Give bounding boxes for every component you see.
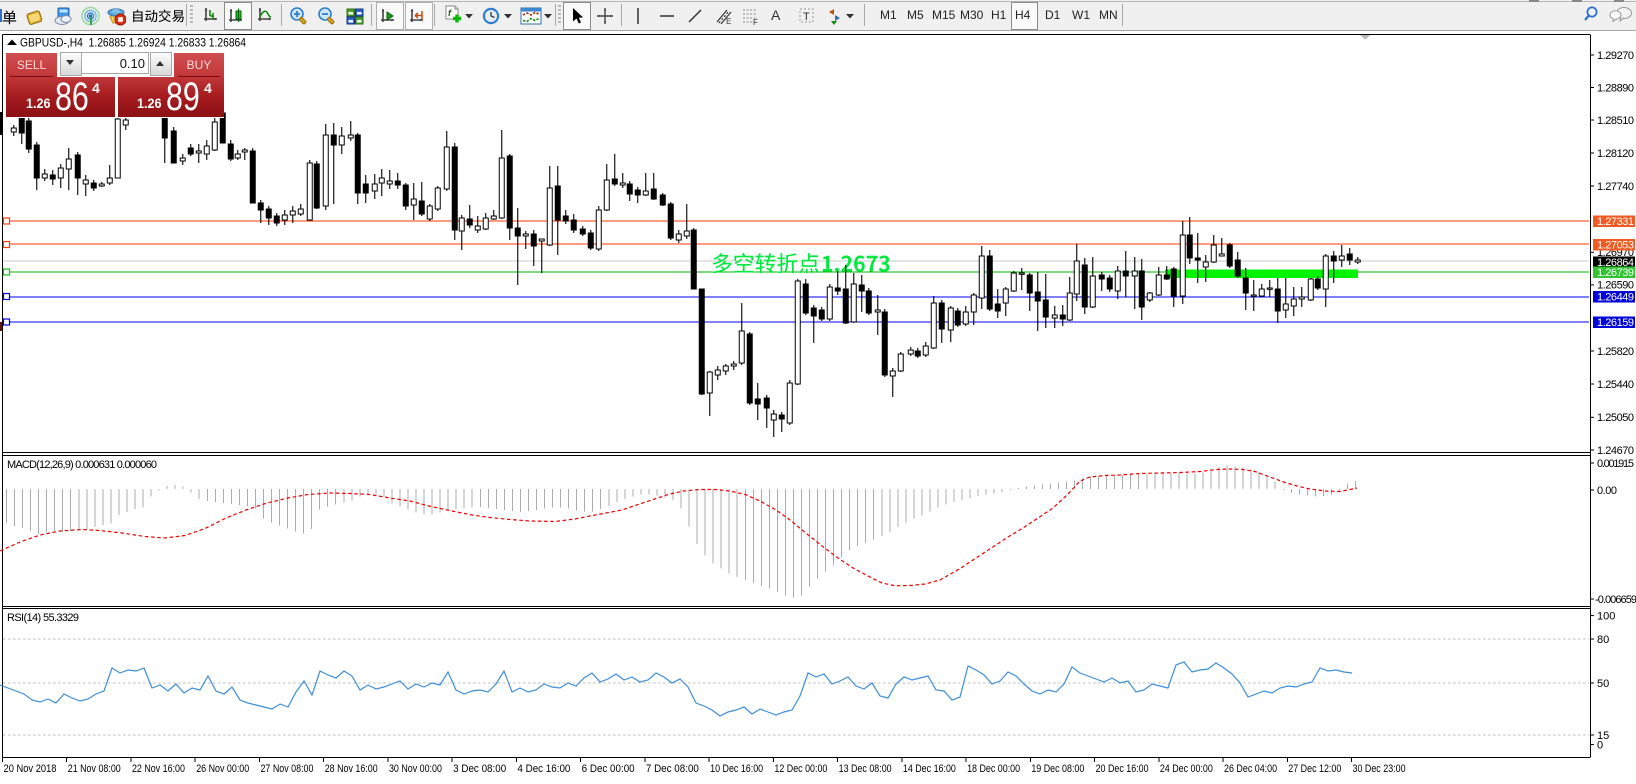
svg-text:21 Nov 08:00: 21 Nov 08:00 xyxy=(68,763,121,775)
svg-text:15: 15 xyxy=(1597,730,1609,742)
svg-text:27 Dec 12:00: 27 Dec 12:00 xyxy=(1288,763,1341,775)
svg-text:50: 50 xyxy=(1597,678,1609,690)
svg-text:28 Nov 16:00: 28 Nov 16:00 xyxy=(325,763,378,775)
svg-text:10 Dec 16:00: 10 Dec 16:00 xyxy=(710,763,763,775)
svg-text:80: 80 xyxy=(1597,634,1609,646)
svg-text:1.28120: 1.28120 xyxy=(1597,148,1634,160)
svg-text:3 Dec 08:00: 3 Dec 08:00 xyxy=(453,763,506,775)
svg-text:7 Dec 08:00: 7 Dec 08:00 xyxy=(646,763,699,775)
svg-text:1.27053: 1.27053 xyxy=(1597,239,1634,251)
svg-text:MACD(12,26,9) 0.000631 0.00006: MACD(12,26,9) 0.000631 0.000060 xyxy=(7,459,157,471)
svg-text:1.28890: 1.28890 xyxy=(1597,82,1634,94)
svg-text:1.25440: 1.25440 xyxy=(1597,379,1634,391)
svg-text:GBPUSD-,H4 1.26885 1.26924 1.: GBPUSD-,H4 1.26885 1.26924 1.26833 1.268… xyxy=(20,36,246,50)
svg-text:12 Dec 00:00: 12 Dec 00:00 xyxy=(774,763,827,775)
svg-text:1.25050: 1.25050 xyxy=(1597,412,1634,424)
svg-text:6 Dec 00:00: 6 Dec 00:00 xyxy=(582,763,635,775)
svg-text:F: F xyxy=(753,18,758,26)
svg-text:1.26590: 1.26590 xyxy=(1597,280,1634,292)
svg-text:T: T xyxy=(803,11,810,23)
svg-text:1.26864: 1.26864 xyxy=(1597,257,1634,269)
svg-text:24 Dec 00:00: 24 Dec 00:00 xyxy=(1160,763,1213,775)
svg-text:1.26449: 1.26449 xyxy=(1597,291,1634,303)
svg-text:26 Nov 00:00: 26 Nov 00:00 xyxy=(196,763,249,775)
svg-text:1.27331: 1.27331 xyxy=(1597,216,1634,228)
svg-text:1.26739: 1.26739 xyxy=(1597,267,1634,279)
svg-text:4 Dec 16:00: 4 Dec 16:00 xyxy=(517,763,570,775)
svg-text:19 Dec 08:00: 19 Dec 08:00 xyxy=(1031,763,1084,775)
svg-text:0.001915: 0.001915 xyxy=(1597,458,1634,470)
svg-text:RSI(14) 55.3329: RSI(14) 55.3329 xyxy=(7,612,79,624)
svg-text:26 Dec 04:00: 26 Dec 04:00 xyxy=(1224,763,1277,775)
svg-text:1.29270: 1.29270 xyxy=(1597,50,1634,62)
svg-text:1.28510: 1.28510 xyxy=(1597,115,1634,127)
svg-text:14 Dec 16:00: 14 Dec 16:00 xyxy=(903,763,956,775)
svg-text:27 Nov 08:00: 27 Nov 08:00 xyxy=(260,763,313,775)
svg-text:13 Dec 08:00: 13 Dec 08:00 xyxy=(839,763,892,775)
svg-text:0.00: 0.00 xyxy=(1597,485,1617,497)
svg-text:100: 100 xyxy=(1597,610,1615,622)
svg-text:-0.006659: -0.006659 xyxy=(1595,594,1636,606)
svg-text:E: E xyxy=(726,17,731,26)
svg-text:1.24670: 1.24670 xyxy=(1597,445,1634,457)
svg-text:20 Dec 16:00: 20 Dec 16:00 xyxy=(1096,763,1149,775)
svg-text:f: f xyxy=(448,8,452,18)
svg-text:20 Nov 2018: 20 Nov 2018 xyxy=(4,763,57,775)
svg-text:30 Dec 23:00: 30 Dec 23:00 xyxy=(1353,763,1406,775)
svg-text:18 Dec 00:00: 18 Dec 00:00 xyxy=(967,763,1020,775)
svg-text:1.27740: 1.27740 xyxy=(1597,181,1634,193)
svg-text:22 Nov 16:00: 22 Nov 16:00 xyxy=(132,763,185,775)
svg-text:30 Nov 00:00: 30 Nov 00:00 xyxy=(389,763,442,775)
svg-text:1.25820: 1.25820 xyxy=(1597,346,1634,358)
svg-text:0: 0 xyxy=(1597,739,1603,751)
svg-text:1.26159: 1.26159 xyxy=(1597,317,1634,329)
